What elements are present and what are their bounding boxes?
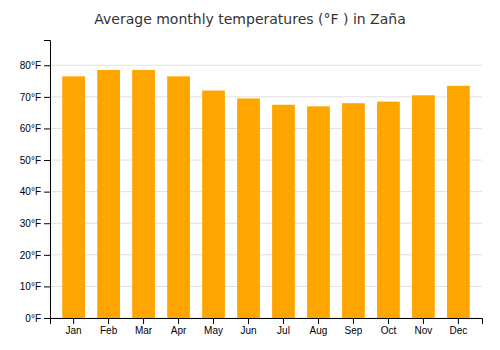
bar: [272, 105, 295, 318]
y-tick: 20°F: [20, 250, 50, 261]
y-tick-mark: [44, 192, 50, 193]
x-tick: May: [204, 318, 223, 336]
x-tick: Sep: [345, 318, 363, 336]
x-axis: Jan Feb Mar Apr May Jun Jul Aug Sep Oct Nov Dec: [51, 318, 483, 336]
bar: [342, 103, 365, 318]
chart-svg: 0°F 10°F 20°F 30°F 40°F 50°F 60°F 70°F 80°F Jan Fe…: [0, 0, 500, 350]
y-tick-mark: [44, 255, 50, 256]
chart-title: Average monthly temperatures (°F ) in Za…: [94, 11, 405, 27]
y-tick-label: 70°F: [20, 92, 41, 103]
y-tick: 30°F: [20, 218, 50, 229]
x-tick-label: Jan: [66, 325, 82, 336]
x-tick: Jan: [66, 318, 82, 336]
x-tick-mark: [458, 318, 459, 324]
bar: [377, 102, 400, 318]
y-tick-label: 60°F: [20, 123, 41, 134]
plot-area: 0°F 10°F 20°F 30°F 40°F 50°F 60°F 70°F 80°F Jan Fe…: [20, 41, 483, 337]
grid: [50, 65, 482, 318]
y-axis-line: [44, 41, 51, 319]
x-tick-label: Mar: [135, 325, 153, 336]
y-tick-label: 50°F: [20, 155, 41, 166]
bar: [447, 86, 470, 318]
chart-container: 0°F 10°F 20°F 30°F 40°F 50°F 60°F 70°F 80°F Jan Fe…: [0, 0, 500, 350]
x-tick-label: Sep: [345, 325, 363, 336]
y-tick-mark: [44, 286, 50, 287]
x-tick-mark: [213, 318, 214, 324]
x-tick: Feb: [100, 318, 118, 336]
y-tick-mark: [44, 318, 50, 319]
x-tick: Jul: [277, 318, 290, 336]
bar: [132, 70, 155, 318]
bar: [97, 70, 120, 318]
y-tick-mark: [44, 97, 50, 98]
y-tick: 60°F: [20, 123, 50, 134]
y-axis: 0°F 10°F 20°F 30°F 40°F 50°F 60°F 70°F 80°F: [20, 41, 51, 324]
x-tick: Apr: [171, 318, 187, 336]
y-tick-mark: [44, 65, 50, 66]
x-tick-label: Aug: [310, 325, 328, 336]
x-tick-mark: [73, 318, 74, 324]
y-tick: 40°F: [20, 186, 50, 197]
x-tick-label: Feb: [100, 325, 118, 336]
y-tick-mark: [44, 128, 50, 129]
bar: [237, 98, 260, 318]
y-tick-label: 80°F: [20, 60, 41, 71]
x-tick-label: Dec: [449, 325, 467, 336]
y-tick-mark: [44, 160, 50, 161]
x-tick-label: Apr: [171, 325, 187, 336]
bar: [167, 76, 190, 318]
x-tick-mark: [388, 318, 389, 324]
grid-line: [50, 65, 482, 66]
x-tick-mark: [248, 318, 249, 324]
y-tick-label: 20°F: [20, 250, 41, 261]
x-tick-label: Jul: [277, 325, 290, 336]
y-tick: 0°F: [25, 313, 50, 324]
bar: [307, 106, 330, 318]
x-tick-mark: [178, 318, 179, 324]
x-tick-label: Jun: [240, 325, 256, 336]
y-tick: 70°F: [20, 92, 50, 103]
bars: [62, 70, 470, 318]
y-tick: 10°F: [20, 281, 50, 292]
y-tick-label: 10°F: [20, 281, 41, 292]
x-tick-mark: [143, 318, 144, 324]
y-tick-mark: [44, 223, 50, 224]
y-tick-label: 40°F: [20, 186, 41, 197]
x-axis-line: [51, 319, 483, 325]
x-tick: Dec: [449, 318, 467, 336]
x-tick: Mar: [135, 318, 153, 336]
y-tick: 50°F: [20, 155, 50, 166]
x-tick-label: May: [204, 325, 223, 336]
y-tick: 80°F: [20, 60, 50, 71]
x-tick-mark: [283, 318, 284, 324]
bar: [62, 76, 85, 318]
x-tick-label: Nov: [415, 325, 433, 336]
x-tick-mark: [318, 318, 319, 324]
x-tick: Jun: [240, 318, 256, 336]
x-tick-mark: [423, 318, 424, 324]
x-tick-mark: [108, 318, 109, 324]
x-tick: Aug: [310, 318, 328, 336]
bar: [202, 91, 225, 318]
y-tick-label: 0°F: [25, 313, 41, 324]
y-tick-label: 30°F: [20, 218, 41, 229]
x-tick-mark: [353, 318, 354, 324]
x-tick-label: Oct: [381, 325, 397, 336]
bar: [412, 95, 435, 318]
x-tick: Oct: [381, 318, 397, 336]
x-tick: Nov: [415, 318, 433, 336]
